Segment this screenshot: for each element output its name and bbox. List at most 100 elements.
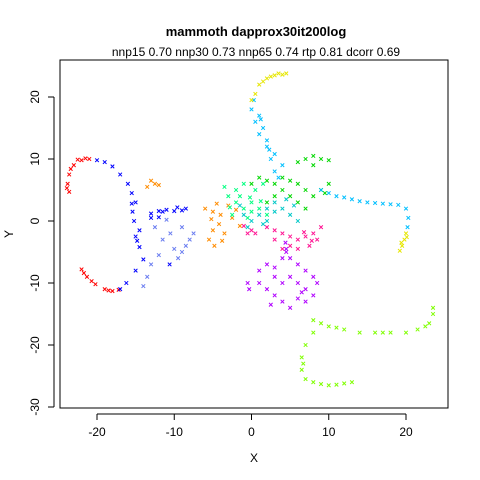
data-point: [183, 243, 188, 248]
data-point: [303, 234, 308, 239]
data-point: [326, 324, 331, 329]
data-point: [280, 175, 285, 180]
data-point: [403, 330, 409, 335]
data-point: [388, 330, 393, 335]
data-point: [396, 202, 401, 208]
data-point: [241, 206, 246, 211]
data-point: [183, 206, 188, 211]
data-point: [272, 228, 277, 233]
data-point: [399, 240, 404, 245]
data-point: [230, 212, 235, 217]
data-point: [284, 246, 289, 252]
data-point: [179, 225, 185, 230]
data-point: [141, 283, 146, 289]
data-point: [287, 274, 293, 279]
data-point: [135, 238, 140, 243]
data-point: [264, 200, 270, 205]
data-point: [152, 181, 158, 186]
data-point: [67, 172, 72, 177]
data-point: [287, 243, 293, 248]
data-point: [89, 278, 94, 284]
data-point: [249, 97, 254, 103]
y-axis: -30 -20 -10 0 10 20: [28, 90, 55, 416]
data-point: [334, 194, 339, 199]
x-tick-label: -20: [88, 425, 106, 439]
data-point: [264, 206, 270, 211]
data-point: [264, 225, 270, 230]
data-point: [257, 113, 262, 118]
data-point: [79, 158, 84, 163]
data-point: [303, 299, 308, 304]
data-point: [212, 243, 217, 248]
data-point: [260, 221, 266, 227]
data-point: [303, 287, 308, 292]
data-point: [81, 270, 87, 276]
data-point: [272, 73, 277, 78]
data-point: [295, 159, 301, 165]
data-point: [164, 207, 169, 212]
data-point: [247, 195, 253, 200]
data-point: [315, 237, 320, 242]
data-point: [216, 221, 222, 227]
data-point: [272, 151, 277, 157]
data-point: [415, 327, 420, 332]
data-point: [430, 311, 436, 317]
data-point: [168, 231, 173, 236]
data-point: [264, 212, 270, 217]
data-point: [284, 197, 289, 202]
data-point: [253, 119, 258, 124]
data-point: [309, 238, 314, 243]
data-point: [164, 217, 169, 222]
data-point: [303, 206, 308, 211]
data-point: [280, 206, 285, 211]
data-point: [264, 178, 270, 183]
data-point: [257, 268, 262, 273]
data-point: [295, 280, 301, 286]
y-tick-label: 0: [28, 217, 42, 224]
data-point: [118, 287, 123, 292]
data-point: [295, 262, 301, 267]
data-point: [280, 280, 285, 286]
data-point: [148, 215, 154, 221]
data-point: [272, 293, 277, 298]
data-point: [303, 187, 308, 193]
data-point: [303, 342, 308, 348]
data-point: [245, 215, 250, 221]
data-point: [219, 238, 225, 243]
data-point: [311, 153, 316, 159]
data-point: [334, 382, 339, 387]
data-point: [283, 240, 288, 245]
data-point: [276, 71, 281, 76]
data-point: [287, 212, 293, 217]
data-point: [226, 194, 231, 199]
data-point: [372, 200, 378, 206]
data-point: [129, 201, 134, 206]
data-point: [260, 125, 266, 131]
data-point: [280, 256, 285, 261]
data-point: [133, 268, 138, 273]
data-point: [141, 257, 146, 262]
data-point: [222, 184, 227, 190]
data-point: [295, 246, 301, 252]
data-point: [280, 163, 285, 168]
chart-title: mammoth dapprox30it200log: [166, 24, 347, 39]
data-point: [145, 184, 150, 190]
data-point: [272, 274, 277, 279]
data-point: [253, 91, 258, 97]
data-point: [156, 252, 161, 258]
y-tick-label: -20: [28, 336, 42, 354]
data-point: [311, 380, 316, 385]
data-point: [233, 187, 239, 193]
data-points: [64, 71, 436, 388]
data-point: [218, 212, 223, 217]
data-point: [125, 181, 131, 186]
data-point: [272, 200, 277, 205]
data-point: [253, 187, 258, 193]
data-point: [287, 178, 293, 183]
data-point: [301, 361, 306, 366]
y-tick-label: -30: [28, 398, 42, 416]
data-point: [179, 249, 185, 255]
data-point: [179, 208, 185, 213]
data-point: [102, 287, 107, 292]
